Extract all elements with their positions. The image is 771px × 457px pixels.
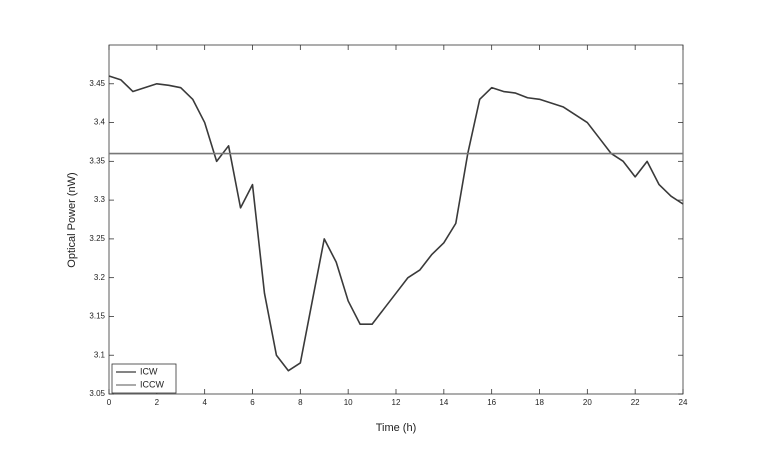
x-tick-label: 14: [439, 398, 448, 407]
x-tick-label: 12: [392, 398, 401, 407]
x-tick-label: 22: [631, 398, 640, 407]
x-tick-label: 16: [487, 398, 496, 407]
x-tick-label: 0: [107, 398, 112, 407]
x-tick-label: 4: [202, 398, 207, 407]
legend-label: ICCW: [140, 379, 164, 389]
y-tick-label: 3.3: [94, 195, 106, 204]
x-tick-label: 6: [250, 398, 255, 407]
y-axis-title: Optical Power (nW): [66, 172, 78, 267]
y-tick-label: 3.45: [89, 79, 105, 88]
x-tick-label: 10: [344, 398, 353, 407]
legend-label: ICW: [140, 366, 158, 376]
x-axis-title: Time (h): [376, 422, 417, 434]
y-tick-label: 3.35: [89, 156, 105, 165]
x-tick-label: 18: [535, 398, 544, 407]
y-tick-label: 3.25: [89, 234, 105, 243]
y-tick-label: 3.4: [94, 118, 106, 127]
x-tick-label: 20: [583, 398, 592, 407]
y-tick-label: 3.1: [94, 350, 106, 359]
x-tick-label: 8: [298, 398, 303, 407]
y-tick-label: 3.2: [94, 273, 106, 282]
x-tick-label: 2: [155, 398, 160, 407]
y-tick-label: 3.15: [89, 312, 105, 321]
x-tick-label: 24: [679, 398, 688, 407]
series-line: [108, 75, 684, 372]
legend: ICW ICCW: [111, 363, 177, 394]
legend-box: [111, 363, 177, 394]
plot-area: [108, 44, 684, 395]
y-tick-label: 3.05: [89, 389, 105, 398]
